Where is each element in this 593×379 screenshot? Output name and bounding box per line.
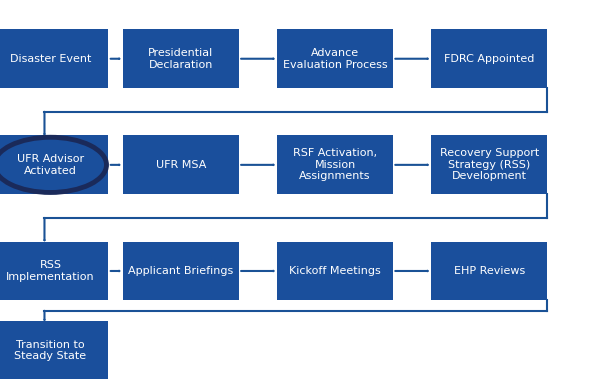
FancyBboxPatch shape xyxy=(277,30,393,88)
FancyBboxPatch shape xyxy=(0,136,108,194)
Text: Disaster Event: Disaster Event xyxy=(9,54,91,64)
Text: RSF Activation,
Mission
Assignments: RSF Activation, Mission Assignments xyxy=(293,148,377,182)
FancyBboxPatch shape xyxy=(123,136,238,194)
FancyBboxPatch shape xyxy=(123,30,238,88)
FancyBboxPatch shape xyxy=(431,136,547,194)
FancyBboxPatch shape xyxy=(277,242,393,300)
FancyBboxPatch shape xyxy=(0,30,108,88)
FancyBboxPatch shape xyxy=(0,321,108,379)
Text: Advance
Evaluation Process: Advance Evaluation Process xyxy=(283,48,387,69)
Text: Presidential
Declaration: Presidential Declaration xyxy=(148,48,213,69)
Text: Recovery Support
Strategy (RSS)
Development: Recovery Support Strategy (RSS) Developm… xyxy=(439,148,539,182)
Text: UFR MSA: UFR MSA xyxy=(156,160,206,170)
Text: Kickoff Meetings: Kickoff Meetings xyxy=(289,266,381,276)
Text: UFR Advisor
Activated: UFR Advisor Activated xyxy=(17,154,84,175)
FancyBboxPatch shape xyxy=(431,30,547,88)
FancyBboxPatch shape xyxy=(123,242,238,300)
FancyBboxPatch shape xyxy=(277,136,393,194)
FancyBboxPatch shape xyxy=(431,242,547,300)
Text: RSS
Implementation: RSS Implementation xyxy=(6,260,95,282)
FancyBboxPatch shape xyxy=(0,242,108,300)
Text: EHP Reviews: EHP Reviews xyxy=(454,266,525,276)
Text: Applicant Briefings: Applicant Briefings xyxy=(128,266,234,276)
Text: FDRC Appointed: FDRC Appointed xyxy=(444,54,534,64)
Text: Transition to
Steady State: Transition to Steady State xyxy=(14,340,87,361)
